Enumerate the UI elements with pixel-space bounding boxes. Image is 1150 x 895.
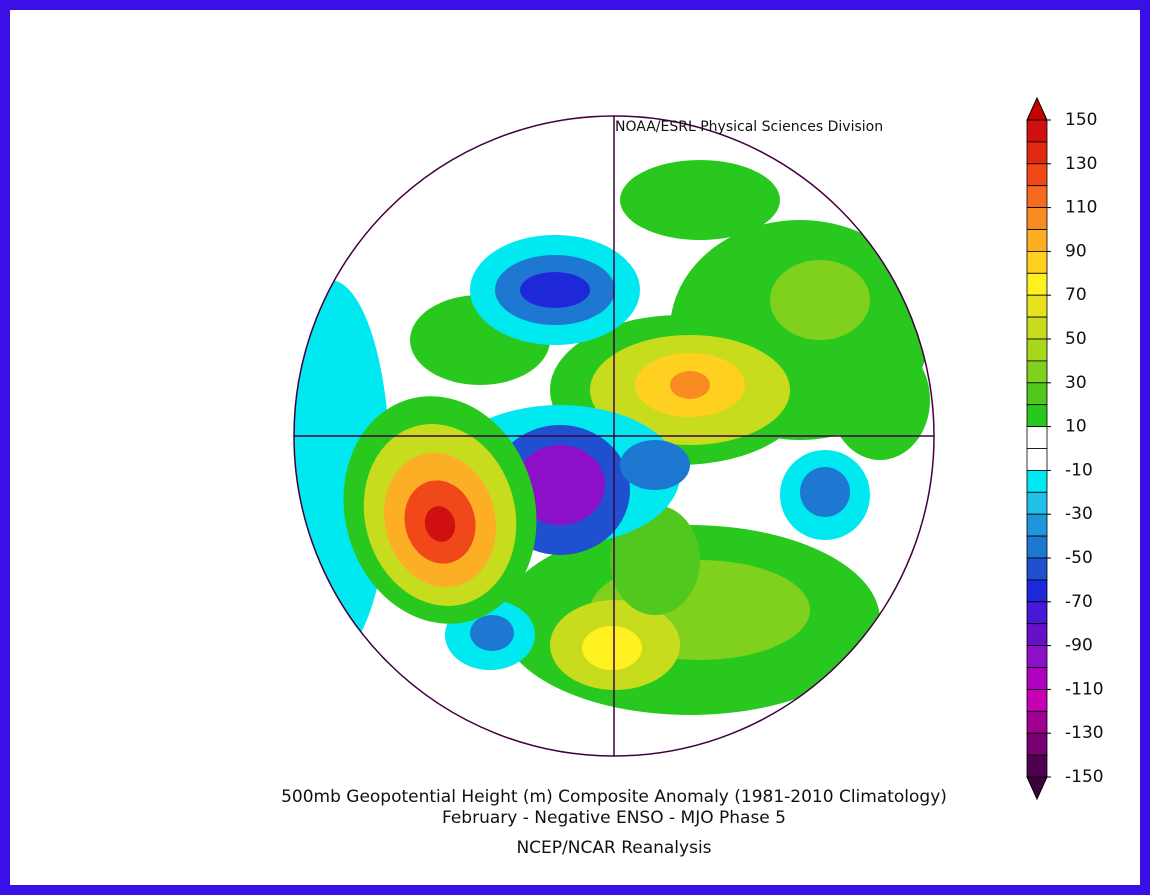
under-arrow <box>1026 776 1048 801</box>
anomaly <box>470 615 514 651</box>
globe-outline <box>293 115 935 757</box>
tick-label: -70 <box>1065 592 1093 612</box>
color-band <box>1026 535 1048 559</box>
color-band <box>1026 645 1048 668</box>
color-band <box>1026 667 1048 690</box>
tick-label: 90 <box>1065 241 1087 261</box>
color-band <box>1026 141 1048 165</box>
color-band <box>1026 119 1048 143</box>
anomaly <box>582 626 642 670</box>
color-band <box>1026 207 1048 230</box>
anomaly <box>770 260 870 340</box>
tick-label: 10 <box>1065 417 1087 437</box>
tick-label: 30 <box>1065 373 1087 393</box>
color-band <box>1026 601 1048 625</box>
tick-label: 50 <box>1065 329 1087 349</box>
over-arrow <box>1026 96 1048 121</box>
color-band <box>1026 623 1048 647</box>
color-band <box>1026 404 1048 428</box>
tick-label: 110 <box>1065 198 1097 218</box>
color-band <box>1026 294 1048 318</box>
color-band <box>1026 338 1048 362</box>
color-band <box>1026 185 1048 208</box>
tick-label: -110 <box>1065 679 1104 699</box>
tick-label: -10 <box>1065 460 1093 480</box>
tick-label: -130 <box>1065 723 1104 743</box>
tick-label: -30 <box>1065 504 1093 524</box>
anomaly <box>830 340 930 460</box>
title: 500mb Geopotential Height (m) Composite … <box>281 787 947 807</box>
color-band <box>1026 579 1048 603</box>
color-band <box>1026 732 1048 756</box>
tick-label: -50 <box>1065 548 1093 568</box>
colorbar: 150 130 110 90 70 50 30 10 -10 -30 -50 -70 -90 -110 -1… <box>1026 96 1104 801</box>
anomaly <box>424 506 456 542</box>
color-band <box>1026 754 1048 778</box>
color-band <box>1026 448 1048 471</box>
credit: NOAA/ESRL Physical Sciences Division <box>615 119 883 135</box>
anomaly <box>620 160 780 240</box>
anomaly <box>610 505 700 615</box>
tick-label: 130 <box>1065 154 1097 174</box>
color-band <box>1026 513 1048 537</box>
tick-label: -90 <box>1065 636 1093 656</box>
tick-label: -150 <box>1065 767 1104 787</box>
color-band <box>1026 360 1048 384</box>
color-band <box>1026 491 1048 515</box>
color-band <box>1026 689 1048 712</box>
color-band <box>1026 710 1048 734</box>
tick-label: 70 <box>1065 285 1087 305</box>
anomaly <box>520 272 590 308</box>
tick-label: 150 <box>1065 110 1097 130</box>
anomaly <box>800 467 850 517</box>
color-band <box>1026 272 1048 296</box>
subtitle: February - Negative ENSO - MJO Phase 5 <box>442 808 786 828</box>
color-band <box>1026 557 1048 581</box>
color-band <box>1026 469 1048 493</box>
anomaly <box>515 445 605 525</box>
anomaly <box>620 440 690 490</box>
color-band <box>1026 426 1048 449</box>
source: NCEP/NCAR Reanalysis <box>516 838 711 858</box>
color-band <box>1026 250 1048 274</box>
color-band <box>1026 229 1048 252</box>
color-band <box>1026 163 1048 187</box>
color-band <box>1026 316 1048 340</box>
anomaly <box>670 371 710 399</box>
color-band <box>1026 382 1048 406</box>
